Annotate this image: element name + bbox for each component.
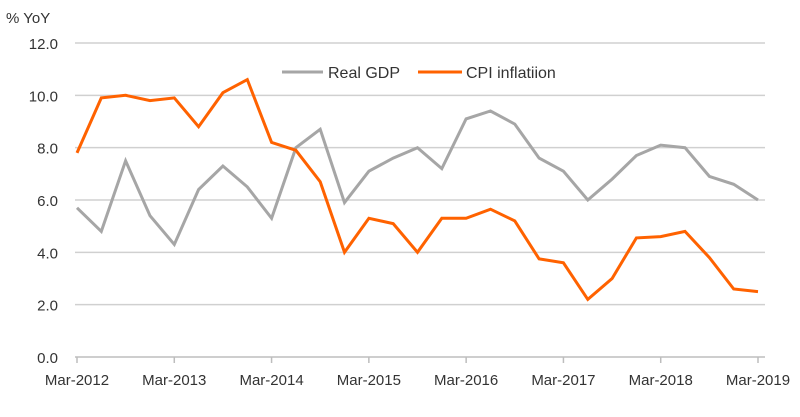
y-axis-label: % YoY [6, 10, 50, 27]
x-axis: Mar-2012 Mar-2013 Mar-2014 Mar-2015 Mar-2016… [45, 357, 790, 389]
series-lines [77, 80, 758, 300]
x-tick-label: Mar-2016 [434, 372, 498, 389]
x-tick-label: Mar-2018 [629, 372, 693, 389]
x-tick-label: Mar-2017 [531, 372, 595, 389]
y-tick-label: 6.0 [37, 193, 58, 210]
y-tick-label: 4.0 [37, 245, 58, 262]
series-line-real-gdp [77, 111, 758, 245]
x-tick-label: Mar-2015 [337, 372, 401, 389]
y-tick-label: 2.0 [37, 298, 58, 315]
y-tick-label: 8.0 [37, 141, 58, 158]
x-tick-label: Mar-2012 [45, 372, 109, 389]
legend-label-real-gdp: Real GDP [328, 65, 400, 82]
y-tick-label: 10.0 [29, 88, 58, 105]
legend: Real GDP CPI inflatiion [282, 65, 556, 82]
x-tick-label: Mar-2014 [239, 372, 303, 389]
x-tick-label: Mar-2013 [142, 372, 206, 389]
gridlines [75, 43, 765, 305]
y-tick-label: 12.0 [29, 36, 58, 53]
y-tick-labels: 0.0 2.0 4.0 6.0 8.0 10.0 12.0 [29, 36, 58, 367]
legend-label-cpi: CPI inflatiion [466, 65, 556, 82]
series-line-cpi-inflation [77, 80, 758, 300]
x-tick-label: Mar-2019 [726, 372, 790, 389]
y-tick-label: 0.0 [37, 350, 58, 367]
